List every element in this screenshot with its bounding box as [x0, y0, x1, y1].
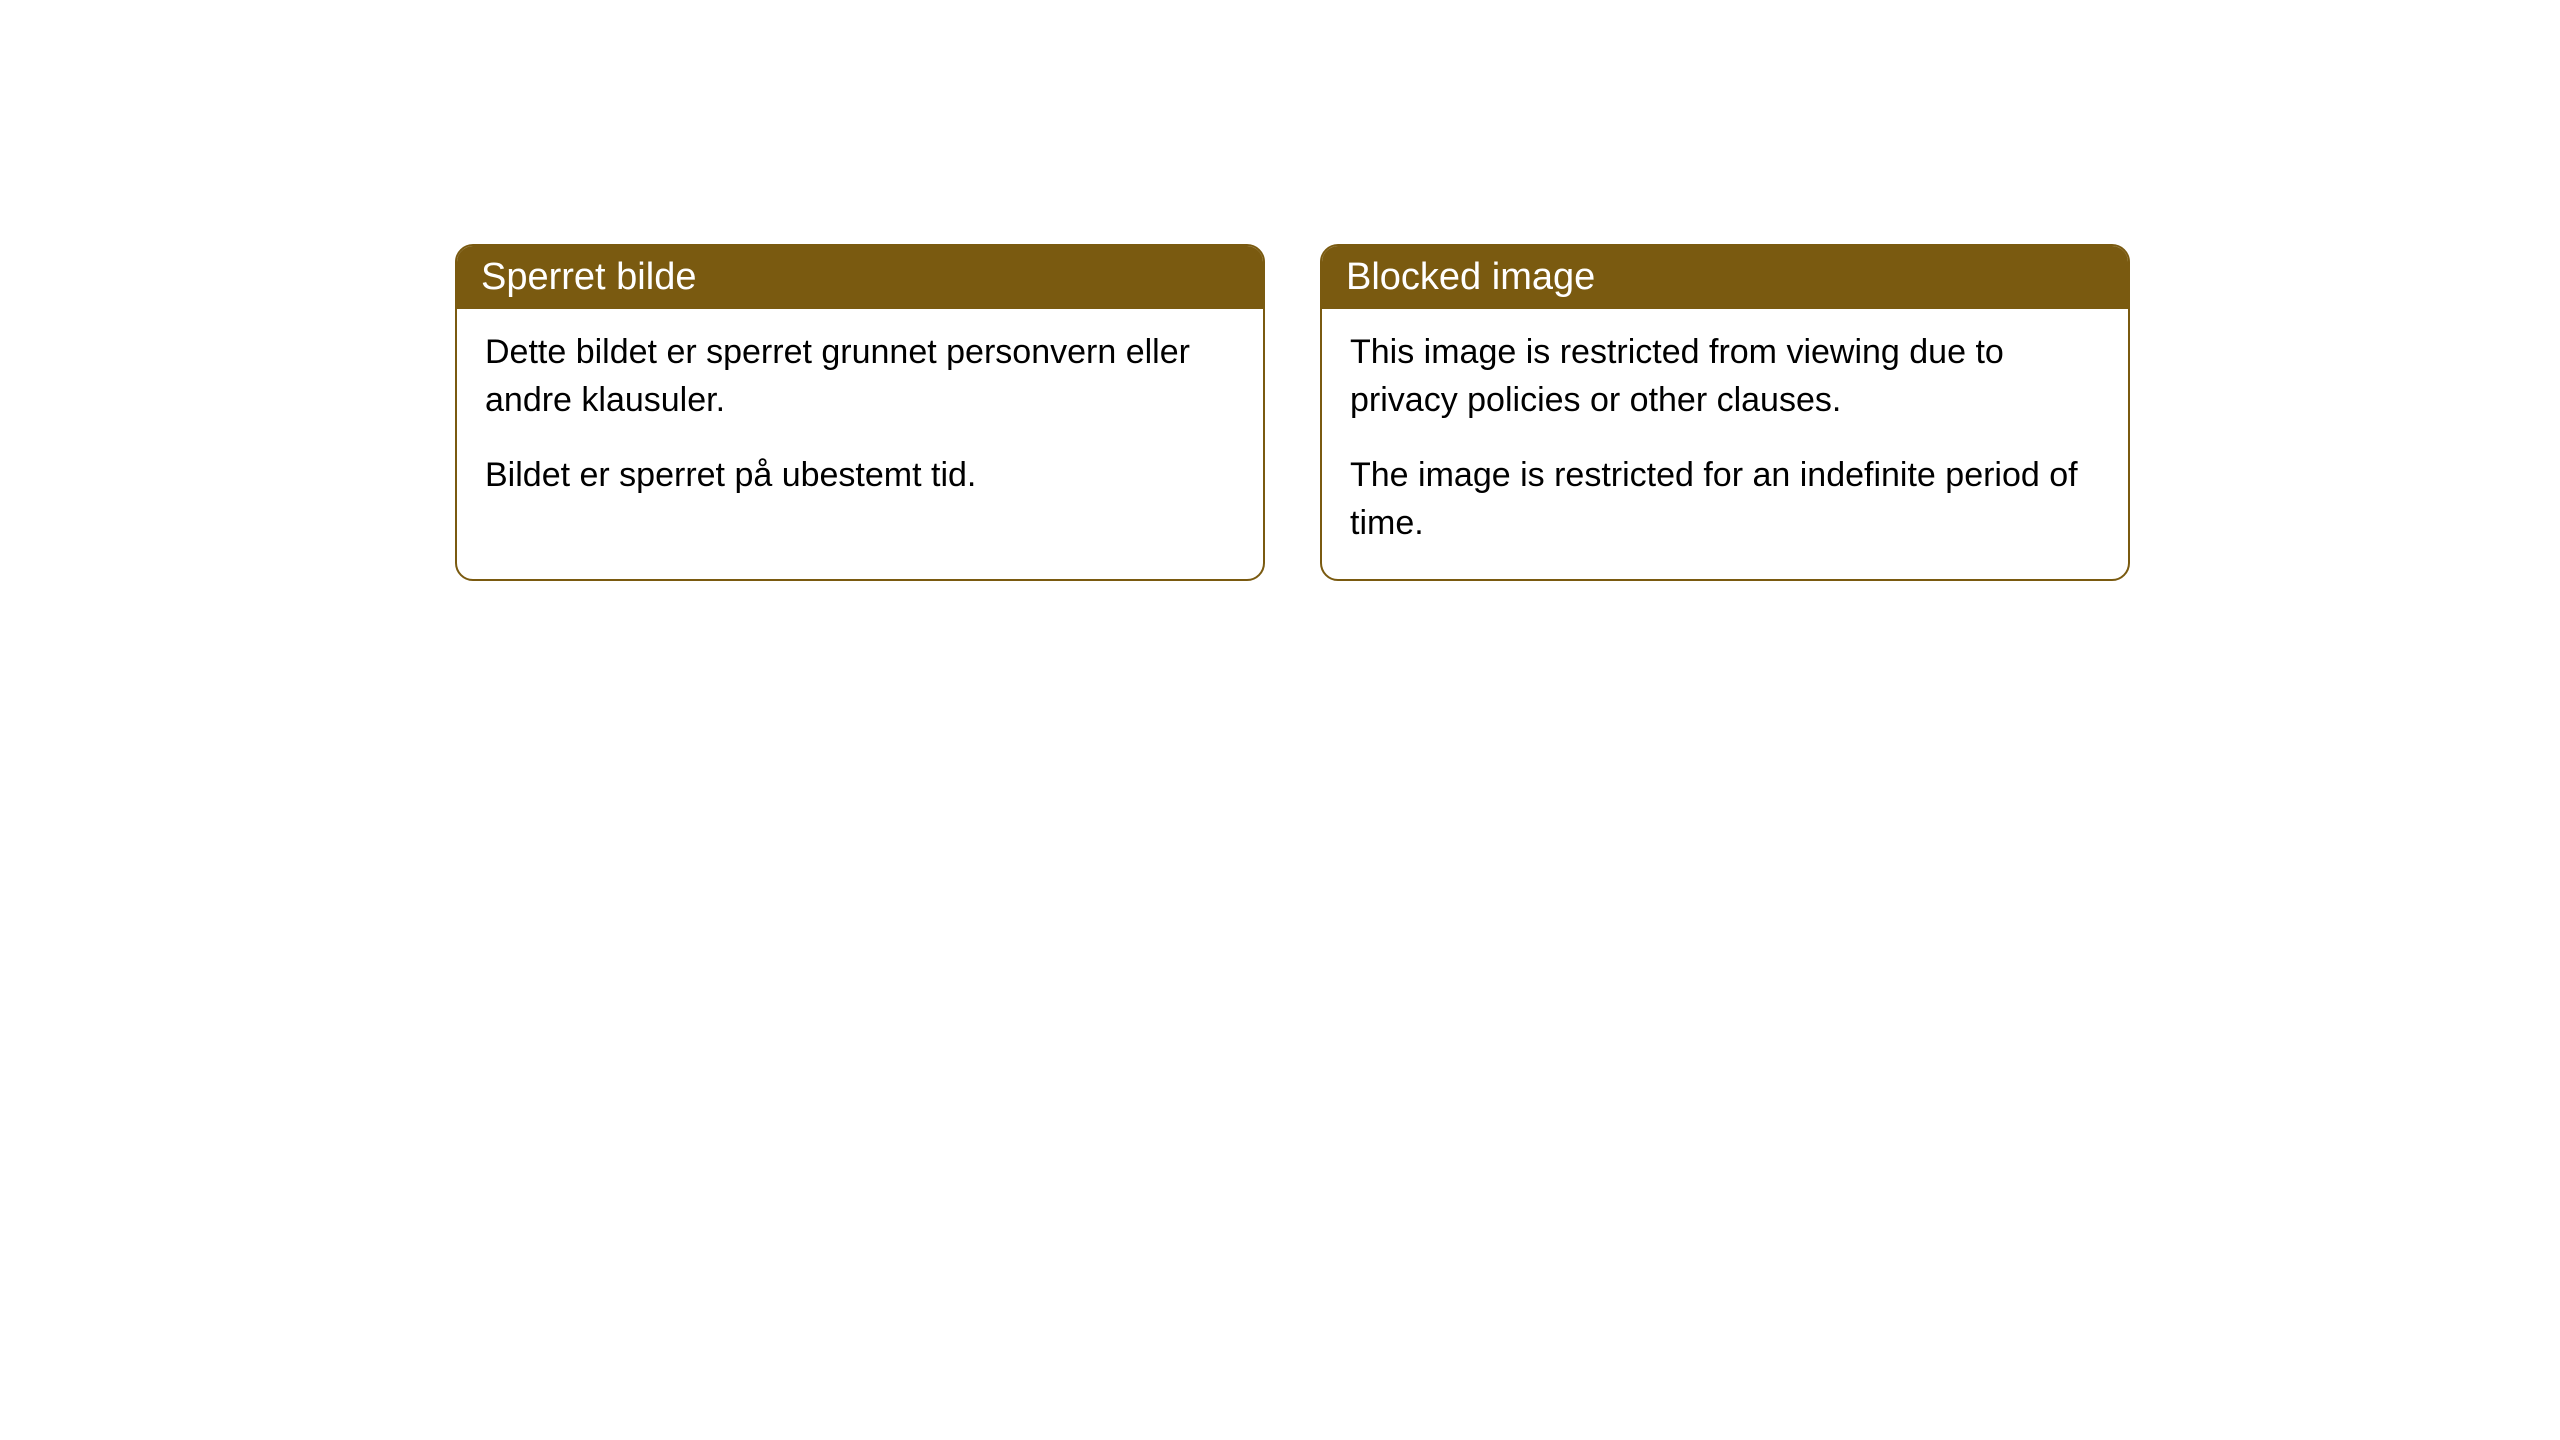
card-body: Dette bildet er sperret grunnet personve…	[457, 309, 1263, 532]
card-header: Blocked image	[1322, 246, 2128, 309]
card-paragraph: The image is restricted for an indefinit…	[1350, 452, 2100, 547]
notice-card-english: Blocked image This image is restricted f…	[1320, 244, 2130, 581]
card-title: Blocked image	[1346, 256, 1595, 298]
card-body: This image is restricted from viewing du…	[1322, 309, 2128, 579]
card-title: Sperret bilde	[481, 256, 696, 298]
card-header: Sperret bilde	[457, 246, 1263, 309]
card-paragraph: Dette bildet er sperret grunnet personve…	[485, 329, 1235, 424]
card-paragraph: Bildet er sperret på ubestemt tid.	[485, 452, 1235, 500]
notice-cards-container: Sperret bilde Dette bildet er sperret gr…	[455, 244, 2130, 581]
card-paragraph: This image is restricted from viewing du…	[1350, 329, 2100, 424]
notice-card-norwegian: Sperret bilde Dette bildet er sperret gr…	[455, 244, 1265, 581]
